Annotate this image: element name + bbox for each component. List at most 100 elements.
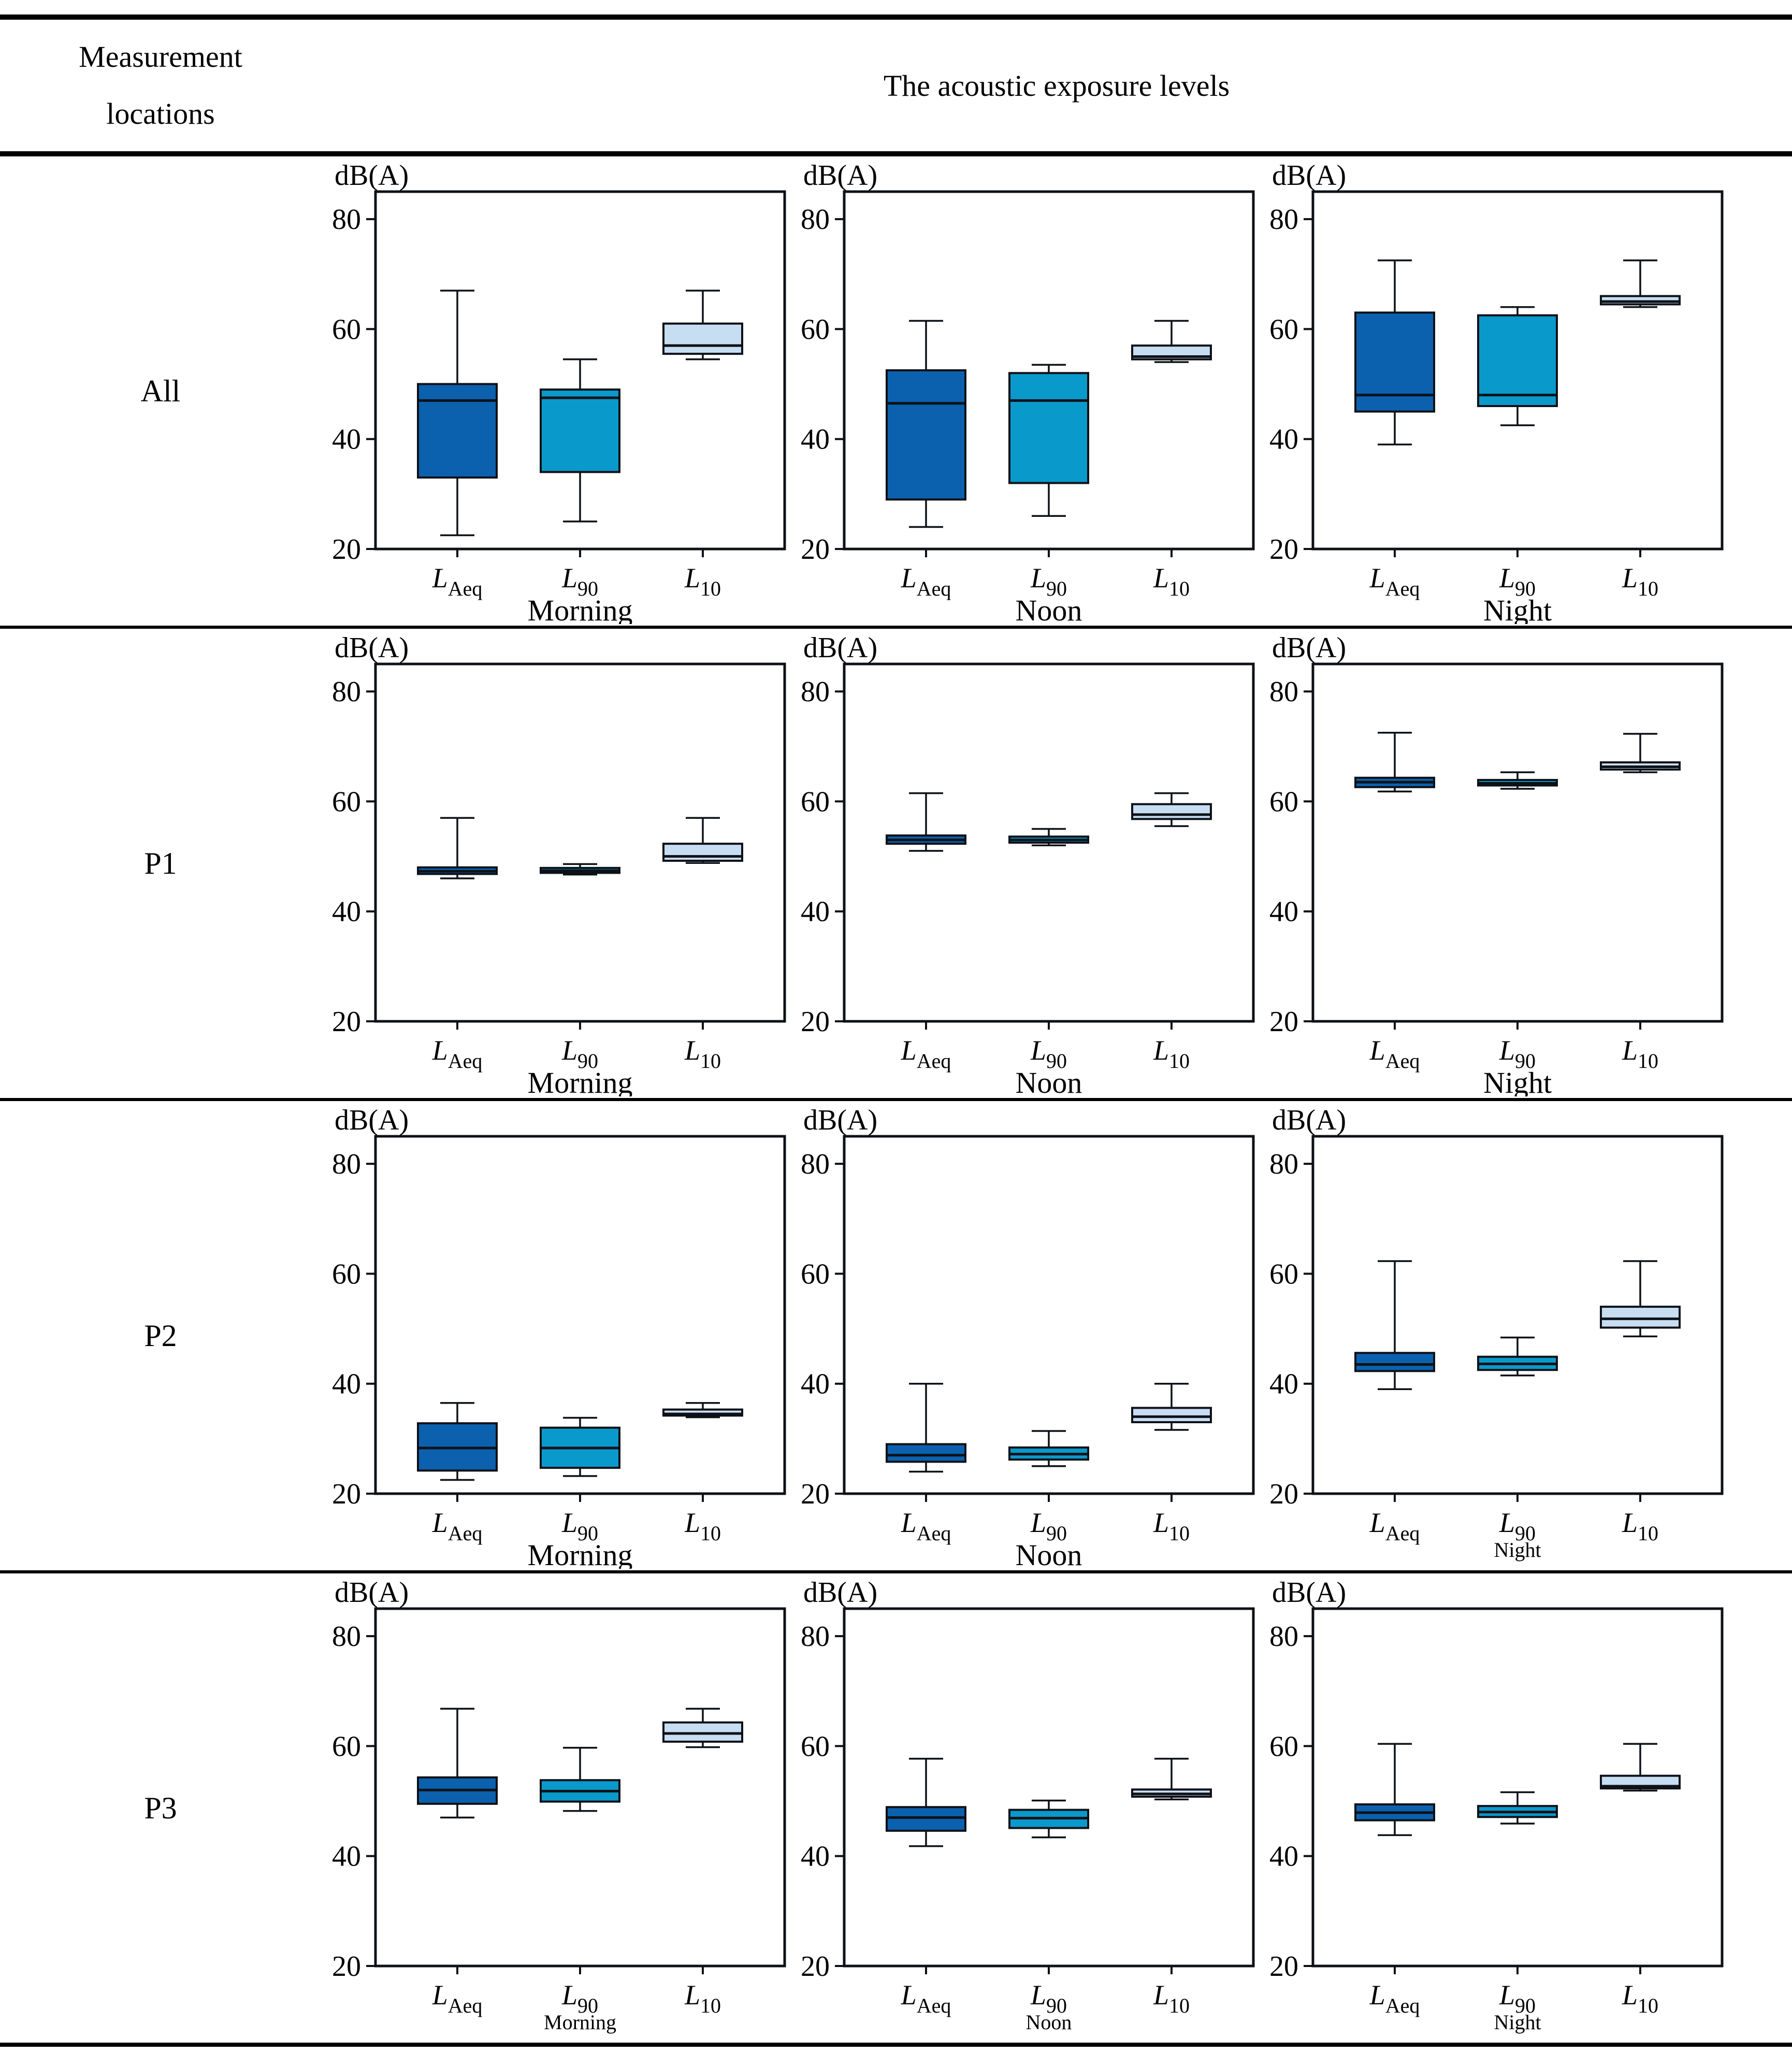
time-of-day-label: Morning [528, 1538, 633, 1569]
charts-row-p3: dB(A) 80 60 40 20 LAeq L90 L10 Morning dB(A) 80 60… [321, 1575, 1727, 2041]
y-tick-label: 60 [801, 313, 830, 345]
y-tick-label: 60 [332, 786, 361, 818]
y-axis-unit-label: dB(A) [335, 160, 409, 192]
y-tick-label: 60 [332, 1730, 361, 1762]
row-divider [0, 1098, 1792, 1101]
box-L_10 [1600, 1306, 1681, 1329]
x-tick-label: L10 [1153, 1979, 1190, 2017]
x-tick-label: L10 [1622, 1035, 1658, 1073]
plot-frame [374, 662, 786, 1023]
y-tick-label: 40 [332, 424, 361, 456]
y-tick-label: 60 [1269, 1258, 1298, 1290]
x-tick-label: LAeq [432, 562, 483, 600]
y-tick-label: 40 [801, 424, 830, 456]
y-tick-label: 80 [801, 676, 830, 708]
x-tick-label: LAeq [1369, 1979, 1420, 2017]
y-tick-label: 20 [801, 1950, 830, 1983]
y-tick-label: 80 [801, 1621, 830, 1653]
y-tick-label: 20 [1269, 1006, 1298, 1038]
box-L_10 [662, 1721, 743, 1743]
y-tick-label: 20 [1269, 533, 1298, 566]
y-tick-label: 40 [1269, 1368, 1298, 1400]
y-axis-unit-label: dB(A) [803, 632, 877, 664]
y-tick-label: 80 [1269, 1621, 1298, 1653]
charts-row-p1: dB(A) 80 60 40 20 LAeq L90 L10 Morning dB(A) 80 60… [321, 630, 1727, 1096]
box-L_10 [662, 322, 743, 355]
y-axis-unit-label: dB(A) [803, 1577, 877, 1609]
y-tick-label: 80 [332, 1621, 361, 1653]
row-divider [0, 1570, 1792, 1573]
y-tick-label: 80 [332, 1148, 361, 1180]
y-tick-label: 20 [332, 1478, 361, 1510]
x-tick-label: LAeq [901, 562, 951, 600]
x-tick-label: L10 [1622, 1979, 1658, 2017]
y-tick-label: 40 [1269, 1841, 1298, 1873]
box-L_Aeq [1354, 311, 1435, 413]
time-of-day-label: Noon [1016, 1066, 1082, 1096]
x-tick-label: L10 [1622, 1507, 1658, 1545]
row-label-p3: P3 [144, 1790, 177, 1825]
x-tick-label: LAeq [432, 1035, 483, 1073]
y-tick-label: 80 [332, 204, 361, 236]
row-divider [0, 626, 1792, 629]
y-tick-label: 60 [332, 1258, 361, 1290]
row-label-p1: P1 [144, 846, 177, 880]
box-L_Aeq [886, 1443, 966, 1463]
y-tick-label: 40 [801, 896, 830, 928]
y-tick-label: 20 [332, 533, 361, 566]
header-measurement-locations: Measurement locations [0, 28, 321, 142]
plot-frame [843, 1607, 1255, 1968]
time-of-day-label: Noon [1026, 2011, 1072, 2034]
box-L_90 [1477, 314, 1558, 407]
row-all: All dB(A) 80 60 40 20 LAeq L90 L10 Morning dB(A)… [0, 156, 1792, 626]
x-tick-label: LAeq [432, 1979, 483, 2017]
box-L_Aeq [417, 383, 498, 479]
time-of-day-label: Morning [528, 1066, 633, 1096]
y-tick-label: 60 [1269, 313, 1298, 345]
y-tick-label: 20 [801, 1478, 830, 1510]
box-L_10 [1131, 1407, 1212, 1424]
box-L_10 [1131, 803, 1212, 820]
x-tick-label: L10 [684, 1507, 721, 1545]
y-tick-label: 80 [801, 204, 830, 236]
charts-row-p2: dB(A) 80 60 40 20 LAeq L90 L10 Morning dB(A) 80 60… [321, 1103, 1727, 1569]
x-tick-label: L10 [684, 1035, 721, 1073]
row-label-p2: P2 [144, 1318, 177, 1353]
y-tick-label: 20 [1269, 1478, 1298, 1510]
y-axis-unit-label: dB(A) [335, 632, 409, 664]
y-tick-label: 40 [1269, 896, 1298, 928]
x-tick-label: LAeq [1369, 1507, 1420, 1545]
x-tick-label: L10 [1153, 1507, 1190, 1545]
y-tick-label: 40 [1269, 424, 1298, 456]
y-tick-label: 20 [1269, 1950, 1298, 1983]
box-L_Aeq [1354, 1352, 1435, 1372]
y-tick-label: 40 [801, 1368, 830, 1400]
x-tick-label: LAeq [901, 1035, 951, 1073]
y-tick-label: 20 [801, 1006, 830, 1038]
x-tick-label: L10 [1153, 562, 1190, 600]
time-of-day-label: Night [1494, 1538, 1541, 1562]
x-tick-label: L10 [684, 562, 721, 600]
top-rule [0, 15, 1792, 20]
x-tick-label: LAeq [1369, 1035, 1420, 1073]
x-tick-label: L10 [1622, 562, 1658, 600]
y-tick-label: 80 [1269, 676, 1298, 708]
y-axis-unit-label: dB(A) [1272, 1577, 1346, 1609]
y-tick-label: 60 [801, 786, 830, 818]
time-of-day-label: Noon [1016, 594, 1082, 624]
charts-row-all: dB(A) 80 60 40 20 LAeq L90 L10 Morning dB(A) 80 60… [321, 158, 1727, 624]
row-p2: P2 dB(A) 80 60 40 20 LAeq L90 L10 Morning dB(A) 8… [0, 1101, 1792, 1570]
y-axis-unit-label: dB(A) [1272, 1104, 1346, 1136]
x-tick-label: LAeq [901, 1507, 951, 1545]
y-tick-label: 80 [1269, 204, 1298, 236]
y-axis-unit-label: dB(A) [1272, 160, 1346, 192]
y-tick-label: 20 [801, 533, 830, 566]
